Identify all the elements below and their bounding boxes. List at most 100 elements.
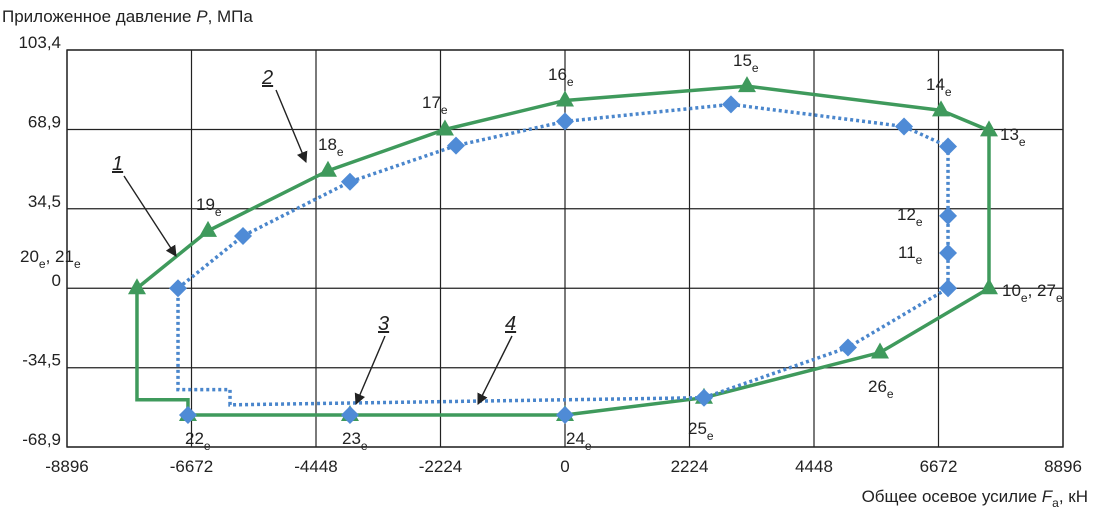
data-point — [556, 90, 574, 107]
data-point — [939, 279, 958, 298]
y-tick-label: -68,9 — [22, 430, 61, 449]
point-label-part: e — [204, 439, 211, 453]
leader-line — [275, 89, 308, 164]
x-tick-label: -8896 — [45, 457, 88, 476]
data-point — [838, 338, 857, 357]
point-label-part: 22 — [185, 429, 204, 448]
point-label: 13e — [1000, 125, 1026, 149]
data-point — [939, 206, 958, 225]
curve-label: 3 — [378, 313, 389, 335]
point-label: 22e — [185, 429, 211, 453]
point-label: 24e — [566, 429, 592, 453]
point-label: 16e — [548, 65, 574, 89]
point-label-part: , 27 — [1028, 281, 1056, 300]
curve-label: 2 — [261, 67, 273, 89]
curve-label: 4 — [505, 313, 516, 335]
data-point — [979, 278, 998, 295]
point-label: 14e — [926, 75, 952, 99]
point-label-part: 12 — [897, 205, 916, 224]
curve-annotations: 1 2 3 4 — [112, 67, 516, 406]
series-line — [176, 102, 950, 400]
data-point — [979, 120, 998, 137]
point-label-part: e — [215, 205, 222, 219]
y-tick-label: 68,9 — [28, 112, 61, 131]
point-label-part: e — [567, 75, 574, 89]
point-label: 15e — [733, 51, 759, 75]
data-point — [939, 137, 958, 156]
data-point — [169, 279, 188, 298]
point-label-part: 24 — [566, 429, 585, 448]
y-tick-label: 103,4 — [18, 33, 61, 52]
point-label-part: e — [441, 103, 448, 117]
point-label-part: e — [916, 253, 923, 267]
point-label-part: e — [1019, 135, 1026, 149]
point-label-part: 11 — [898, 243, 916, 262]
point-label-part: 19 — [196, 195, 215, 214]
data-point — [199, 220, 218, 237]
point-label-part: 13 — [1000, 125, 1019, 144]
data-point — [895, 117, 914, 136]
point-label-part: e — [1056, 291, 1063, 305]
point-label-part: 14 — [926, 75, 945, 94]
point-label-part: e — [707, 429, 714, 443]
point-label-part: e — [585, 439, 592, 453]
point-label: 17e — [422, 93, 448, 117]
point-label-part: 10 — [1002, 281, 1021, 300]
point-label-part: e — [1021, 291, 1028, 305]
curve-label: 1 — [112, 153, 123, 175]
x-tick-label: 6672 — [920, 457, 958, 476]
leader-line — [477, 335, 513, 406]
x-tick-label: -4448 — [294, 457, 337, 476]
series-line — [135, 84, 991, 417]
y-tick-label: 0 — [52, 271, 61, 290]
point-label-part: 26 — [868, 377, 887, 396]
data-point — [939, 243, 958, 262]
point-label: 10e, 27e — [1002, 281, 1063, 305]
point-label-part: e — [887, 387, 894, 401]
point-label-part: e — [337, 145, 344, 159]
data-point — [721, 95, 740, 114]
data-point — [318, 160, 337, 177]
point-label-part: 16 — [548, 65, 567, 84]
x-tick-label: -2224 — [419, 457, 462, 476]
point-label: 12e — [897, 205, 923, 229]
data-point — [447, 136, 466, 155]
point-label-part: , 21 — [46, 247, 74, 266]
point-label-part: e — [945, 85, 952, 99]
data-point — [737, 76, 756, 93]
point-label-part: 23 — [342, 429, 361, 448]
data-point — [871, 342, 890, 359]
point-label: 20e, 21e — [20, 247, 81, 271]
y-tick-label: 34,5 — [28, 192, 61, 211]
data-point — [556, 405, 574, 424]
x-tick-label: 8896 — [1044, 457, 1082, 476]
leader-line — [354, 335, 386, 406]
leader-line — [123, 175, 177, 257]
point-label-part: 15 — [733, 51, 752, 70]
data-point — [127, 278, 146, 295]
point-label-part: e — [916, 215, 923, 229]
data-point — [340, 172, 359, 191]
data-point — [435, 119, 454, 136]
x-tick-label: 0 — [560, 457, 569, 476]
x-tick-label: 4448 — [795, 457, 833, 476]
data-point — [234, 226, 253, 245]
data-point — [932, 100, 951, 117]
point-label-part: e — [361, 439, 368, 453]
point-label: 26e — [868, 377, 894, 401]
point-label: 25e — [688, 419, 714, 443]
point-label: 11e — [898, 243, 923, 267]
y-axis-label: Приложенное давление P, МПа — [2, 7, 253, 26]
data-point — [556, 112, 574, 131]
point-label-part: e — [74, 257, 81, 271]
x-axis-label: Общее осевое усилие Fa, кН — [862, 487, 1088, 510]
point-label-part: e — [752, 61, 759, 75]
plot-area: -8896 -6672 -4448 -2224 0 2224 4448 6672 8896-68… — [18, 33, 1081, 476]
data-point — [340, 405, 359, 424]
point-label-part: e — [39, 257, 46, 271]
point-label: 23e — [342, 429, 368, 453]
point-label-part: 18 — [318, 135, 337, 154]
point-label-part: 25 — [688, 419, 707, 438]
point-label-part: 17 — [422, 93, 441, 112]
point-label-part: 20 — [20, 247, 39, 266]
